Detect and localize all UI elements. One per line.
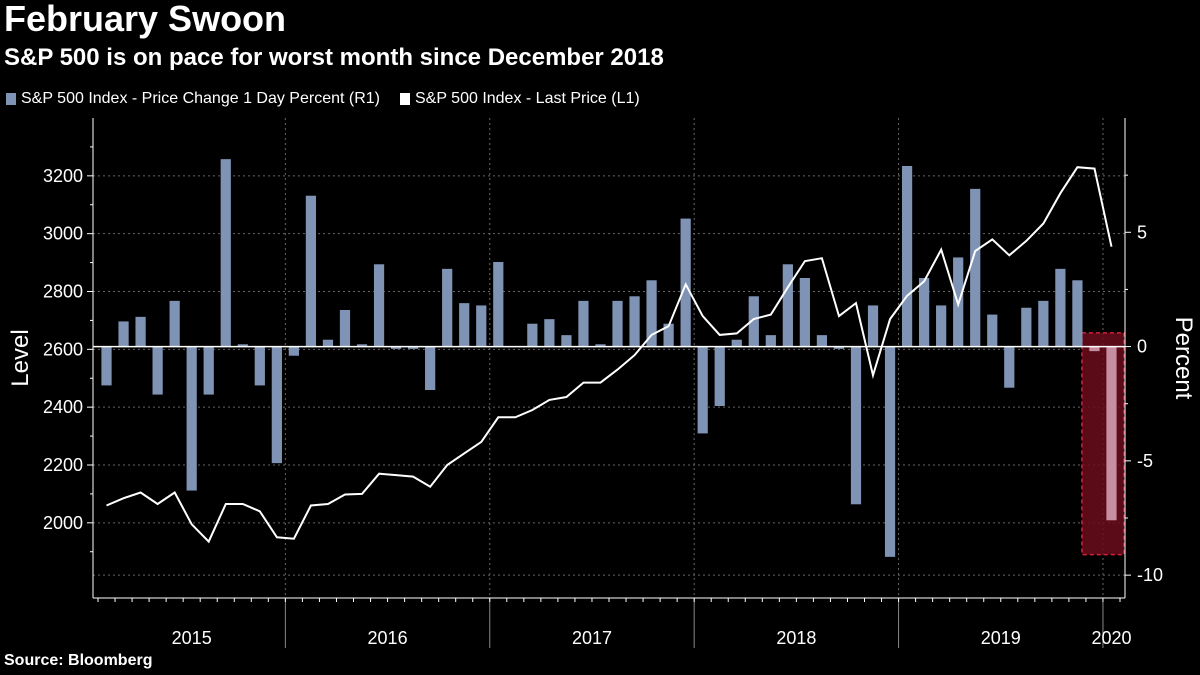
highlight-box	[1081, 332, 1125, 556]
bar-41	[799, 278, 810, 347]
bar-31	[629, 296, 640, 347]
bar-7	[220, 159, 231, 347]
bar-22	[476, 305, 487, 347]
year-label-2015: 2015	[172, 628, 212, 648]
bar-39	[765, 335, 776, 347]
bar-5	[186, 346, 197, 491]
legend: S&P 500 Index - Price Change 1 Day Perce…	[6, 90, 640, 108]
bar-2	[135, 316, 146, 347]
bar-14	[339, 310, 351, 347]
bar-13	[322, 339, 334, 347]
bar-43	[833, 346, 845, 349]
legend-swatch-line	[400, 93, 410, 105]
right-tick-label-0: 0	[1137, 337, 1147, 357]
bar-15	[356, 344, 368, 347]
bar-10	[271, 346, 282, 464]
chart-title: February Swoon	[4, 0, 287, 39]
bar-53	[1004, 346, 1015, 388]
bar-16	[373, 264, 385, 347]
bar-33	[663, 323, 674, 347]
bar-49	[936, 305, 947, 347]
bar-3	[152, 346, 163, 395]
bar-6	[203, 346, 214, 395]
bar-8	[237, 344, 248, 347]
bar-32	[646, 280, 657, 347]
bar-48	[919, 278, 930, 347]
right-tick-label--10: -10	[1137, 565, 1163, 585]
left-tick-label-2000: 2000	[43, 513, 83, 533]
bar-37	[731, 339, 742, 347]
bar-58	[1089, 346, 1100, 352]
left-tick-label-2200: 2200	[43, 455, 83, 475]
bar-28	[578, 300, 589, 347]
bar-0	[101, 346, 112, 386]
left-axis-title: Level	[7, 329, 34, 386]
bar-19	[425, 346, 436, 390]
bar-17	[390, 346, 402, 349]
legend-label-bars: S&P 500 Index - Price Change 1 Day Perce…	[21, 90, 380, 107]
bar-42	[816, 335, 828, 347]
bar-35	[697, 346, 708, 434]
bar-23	[493, 262, 504, 347]
legend-item-line: S&P 500 Index - Last Price (L1)	[400, 90, 640, 108]
right-tick-label-5: 5	[1137, 222, 1147, 242]
source-note: Source: Bloomberg	[4, 652, 153, 669]
bar-54	[1021, 307, 1032, 347]
bar-45	[867, 305, 879, 347]
bar-47	[901, 166, 913, 347]
year-label-2017: 2017	[572, 628, 612, 648]
left-tick-label-3000: 3000	[43, 224, 83, 244]
bar-26	[544, 319, 555, 347]
bar-44	[850, 346, 862, 505]
price-line	[106, 166, 1113, 544]
legend-swatch-bars	[6, 93, 16, 105]
bar-30	[612, 300, 623, 347]
bar-21	[459, 303, 470, 347]
bar-40	[782, 264, 793, 347]
left-tick-label-2600: 2600	[43, 339, 83, 359]
bar-12	[305, 195, 317, 347]
year-label-2019: 2019	[981, 628, 1021, 648]
bar-18	[408, 346, 419, 349]
bar-52	[987, 314, 998, 347]
right-tick-label--5: -5	[1137, 451, 1153, 471]
bar-59	[1106, 346, 1117, 521]
bar-36	[714, 346, 725, 406]
bar-55	[1038, 300, 1049, 347]
bar-27	[561, 335, 572, 347]
right-axis-title: Percent	[1170, 317, 1197, 400]
year-label-2016: 2016	[368, 628, 408, 648]
bar-38	[748, 296, 759, 347]
year-label-2020: 2020	[1091, 628, 1131, 648]
bar-4	[169, 300, 180, 347]
bar-11	[288, 346, 299, 356]
bar-46	[884, 346, 896, 557]
chart-subtitle: S&P 500 is on pace for worst month since…	[4, 44, 664, 71]
legend-label-line: S&P 500 Index - Last Price (L1)	[415, 90, 640, 107]
bar-51	[970, 188, 981, 347]
bar-57	[1072, 280, 1083, 347]
bar-29	[595, 344, 606, 347]
bar-9	[254, 346, 265, 386]
left-tick-label-2400: 2400	[43, 397, 83, 417]
bar-25	[527, 323, 538, 347]
legend-item-bars: S&P 500 Index - Price Change 1 Day Perce…	[6, 90, 380, 108]
left-tick-label-2800: 2800	[43, 281, 83, 301]
bar-20	[442, 268, 453, 347]
year-label-2018: 2018	[776, 628, 816, 648]
bar-56	[1055, 268, 1066, 347]
bar-1	[118, 321, 129, 347]
left-tick-label-3200: 3200	[43, 166, 83, 186]
